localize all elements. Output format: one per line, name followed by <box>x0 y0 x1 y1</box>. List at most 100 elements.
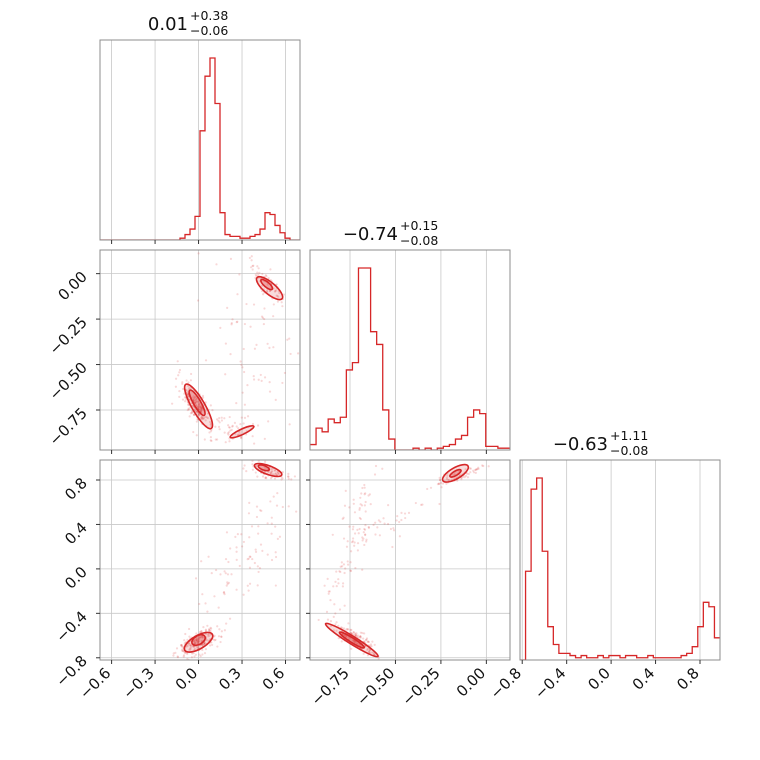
sample-point <box>181 648 184 651</box>
sample-point <box>213 595 216 598</box>
sample-point <box>325 610 329 613</box>
sample-point <box>233 421 237 424</box>
sample-point <box>229 429 232 432</box>
sample-point <box>327 590 330 593</box>
sample-point <box>363 632 366 635</box>
sample-point <box>269 500 272 503</box>
sample-point <box>288 423 291 426</box>
sample-point <box>271 467 274 470</box>
sample-point <box>178 368 182 372</box>
sample-point <box>353 532 357 535</box>
sample-point <box>274 472 277 475</box>
y-tick-label: −0.25 <box>46 313 91 358</box>
sample-point <box>263 437 266 440</box>
sample-point <box>246 415 250 418</box>
sample-point <box>368 649 371 652</box>
sample-point <box>187 403 190 406</box>
sample-point <box>295 510 298 513</box>
sample-point <box>367 650 371 654</box>
sample-point <box>254 548 257 551</box>
sample-point <box>197 405 200 409</box>
sample-point <box>195 410 198 414</box>
sample-point <box>226 573 230 576</box>
sample-point <box>209 436 212 439</box>
sample-point <box>188 635 191 638</box>
sample-point <box>364 492 367 495</box>
sample-point <box>445 482 448 485</box>
sample-point <box>323 584 326 587</box>
panel-frame <box>99 459 301 661</box>
sample-point <box>259 543 263 546</box>
sample-point <box>281 381 284 385</box>
sample-point <box>281 505 284 509</box>
sample-point <box>196 642 199 645</box>
sample-point <box>197 413 200 416</box>
sample-point <box>339 565 342 568</box>
sample-point <box>261 316 264 319</box>
sample-point <box>361 539 364 542</box>
sample-point <box>360 492 363 495</box>
sample-point <box>274 289 278 292</box>
plot-area <box>172 460 298 660</box>
sample-point <box>333 603 336 606</box>
sample-point <box>204 359 208 362</box>
sample-point <box>464 474 468 477</box>
sample-point <box>235 546 238 549</box>
sample-point <box>350 647 353 650</box>
sample-point <box>264 460 267 463</box>
contour-inner <box>338 631 366 649</box>
sample-point <box>197 640 200 643</box>
y-tick-label: −0.4 <box>52 607 90 645</box>
sample-point <box>194 641 197 644</box>
sample-point <box>357 636 360 639</box>
sample-point <box>335 621 338 624</box>
x-tick-label: −0.8 <box>487 664 525 702</box>
sample-point <box>414 501 417 505</box>
sample-point <box>296 352 300 355</box>
sample-point <box>187 381 190 384</box>
sample-point <box>372 653 375 656</box>
sample-point <box>260 315 264 318</box>
sample-point <box>186 384 190 388</box>
sample-point <box>227 581 230 584</box>
sample-point <box>186 638 189 642</box>
sample-point <box>261 293 265 296</box>
sample-point <box>203 416 206 419</box>
sample-point <box>439 481 443 484</box>
sample-point <box>247 512 251 515</box>
sample-point <box>403 512 407 515</box>
sample-point <box>203 642 206 645</box>
sample-point <box>200 407 203 410</box>
sample-point <box>243 322 247 326</box>
sample-point <box>236 533 239 536</box>
sample-point <box>363 640 366 643</box>
sample-point <box>370 645 373 648</box>
sample-point <box>246 584 249 587</box>
sample-point <box>332 615 335 618</box>
sample-point <box>187 394 190 397</box>
sample-point <box>246 558 249 561</box>
sample-point <box>227 426 231 429</box>
sample-point <box>481 464 484 467</box>
contour-outer <box>183 383 214 430</box>
sample-point <box>468 467 471 470</box>
histogram-2 <box>310 267 510 450</box>
sample-point <box>364 533 367 537</box>
sample-point <box>288 337 291 340</box>
sample-point <box>266 342 269 345</box>
sample-point <box>270 468 273 471</box>
sample-point <box>223 417 226 420</box>
panel-frame <box>309 249 511 451</box>
sample-point <box>200 408 203 411</box>
sample-point <box>191 645 194 648</box>
sample-point <box>239 436 243 439</box>
sample-point <box>195 420 198 423</box>
histogram-1 <box>100 57 300 240</box>
sample-point <box>476 468 479 471</box>
sample-point <box>256 565 259 568</box>
sample-point <box>469 467 472 470</box>
sample-point <box>219 326 222 329</box>
sample-point <box>184 400 187 403</box>
sample-point <box>225 531 229 534</box>
histogram-3 <box>520 477 720 660</box>
